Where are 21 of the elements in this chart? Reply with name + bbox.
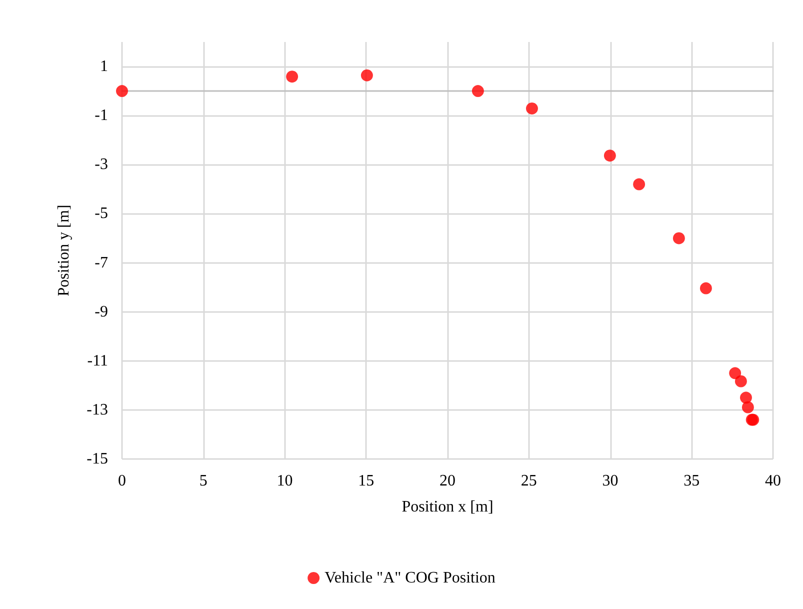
y-tick-label: -7 xyxy=(94,254,108,272)
x-tick-label: 0 xyxy=(118,472,126,490)
x-tick-label: 35 xyxy=(684,472,700,490)
y-tick-label: 1 xyxy=(100,58,108,76)
y-tick-label: -11 xyxy=(87,352,108,370)
y-tick-label: -9 xyxy=(94,303,108,320)
x-axis-title: Position x [m] xyxy=(402,498,494,516)
x-tick-label: 40 xyxy=(765,472,781,490)
y-tick-label: -15 xyxy=(86,450,108,468)
x-tick-label: 30 xyxy=(602,472,618,490)
y-tick-label: -1 xyxy=(94,107,108,124)
y-tick-label: -3 xyxy=(94,156,108,174)
y-tick-label: -5 xyxy=(94,205,108,222)
y-tick-label: -13 xyxy=(86,401,108,418)
x-tick-label: 15 xyxy=(358,472,374,490)
x-tick-label: 5 xyxy=(199,472,208,490)
legend-label: Vehicle "A" COG Position xyxy=(324,570,496,586)
x-tick-label: 10 xyxy=(276,472,293,490)
x-tick-label: 20 xyxy=(440,472,456,490)
x-tick-label: 25 xyxy=(520,472,537,490)
y-axis-title: Position y [m] xyxy=(56,204,72,296)
